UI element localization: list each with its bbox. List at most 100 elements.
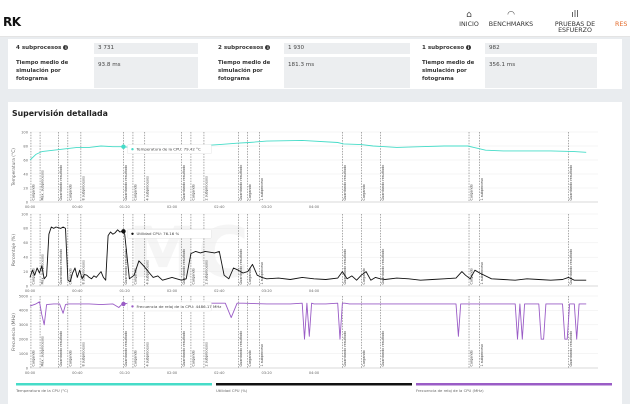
event-marker-label: Cargando xyxy=(133,268,137,284)
event-marker-label: 2 subprocesos xyxy=(204,342,208,367)
legend: Temperatura de la CPU (°C) Utilidad CPU (… xyxy=(15,383,612,393)
bar-chart-icon: ıll xyxy=(571,10,579,20)
x-tick-label: 02:40 xyxy=(214,371,225,375)
event-marker-label: Guardando resultado xyxy=(381,165,385,201)
event-marker-label: Guardando resultado xyxy=(59,165,63,201)
score-value: 982 xyxy=(485,43,597,54)
y-tick-label: 80 xyxy=(23,227,28,231)
event-marker-label: Cargando xyxy=(362,268,366,284)
time-value: 356.1 ms xyxy=(485,57,597,88)
x-tick-label: 01:20 xyxy=(119,205,130,209)
nav-pruebas-de-esfuerzo[interactable]: ıll PRUEBAS DE ESFUERZO xyxy=(538,11,612,35)
event-marker-label: 4 subprocesos xyxy=(145,176,149,201)
y-tick-label: 60 xyxy=(23,158,28,162)
event-marker-label: 8 subprocesos xyxy=(81,342,85,367)
y-tick-label: 100 xyxy=(21,130,29,134)
event-marker-label: Guardando resultado xyxy=(569,249,573,285)
legend-bar[interactable] xyxy=(216,383,412,386)
y-tick-label: 3000 xyxy=(19,323,29,327)
event-marker-label: 2 subprocesos xyxy=(204,176,208,201)
event-marker-label: Guardando resultado xyxy=(182,331,186,367)
y-tick-label: 1000 xyxy=(19,352,29,356)
event-marker-label: Cargando xyxy=(68,184,72,200)
event-marker-label: Cargando xyxy=(31,184,35,200)
event-marker-label: Guardando resultado xyxy=(239,331,243,367)
x-tick-label: 01:20 xyxy=(119,289,130,293)
y-tick-label: 5000 xyxy=(19,294,29,298)
info-icon[interactable]: i xyxy=(63,45,69,50)
y-tick-label: 20 xyxy=(23,270,28,274)
y-tick-label: 4000 xyxy=(19,309,29,313)
event-marker-label: Cargando xyxy=(470,350,474,366)
nav-inicio[interactable]: ⌂ INICIO xyxy=(455,11,483,28)
event-marker-label: Cargando xyxy=(31,350,35,366)
x-tick-label: 00:00 xyxy=(25,289,36,293)
x-tick-label: 03:20 xyxy=(261,205,272,209)
panel-title: Supervisión detallada xyxy=(12,109,108,118)
nav-resultados-label: RES xyxy=(615,21,628,28)
hover-point xyxy=(121,301,126,307)
info-icon[interactable]: i xyxy=(265,45,271,50)
tooltip-box xyxy=(127,229,212,239)
legend-label: Temperatura de la CPU (°C) xyxy=(15,388,69,393)
hover-point xyxy=(121,144,126,149)
chart-pane-3: 0 1000 2000 3000 4000 5000 Frecuencia (MHz) 00:… xyxy=(11,294,598,375)
event-marker-label: Guardando resultado xyxy=(182,249,186,285)
event-marker-label: 1 subproceso xyxy=(480,262,484,285)
event-marker-label: Guardando resultado xyxy=(343,249,347,285)
legend-label: Utilidad CPU (%) xyxy=(216,388,248,393)
y-tick-label: 40 xyxy=(23,172,28,176)
x-tick-label: 00:00 xyxy=(25,371,36,375)
event-marker-label: Guardando resultado xyxy=(381,331,385,367)
stat-label-text: 2 subprocesos xyxy=(218,45,264,51)
home-icon: ⌂ xyxy=(466,10,472,20)
event-marker-label: Máx. subprocesos xyxy=(41,336,45,367)
event-marker-label: Guardando resultado xyxy=(59,331,63,367)
stat-label-text: 1 subproceso xyxy=(422,45,465,51)
event-marker-label: Máx. subprocesos xyxy=(41,170,45,201)
event-marker-label: Guardando resultado xyxy=(59,249,63,285)
nav-benchmarks-label: BENCHMARKS xyxy=(488,21,534,28)
y-tick-label: 40 xyxy=(23,256,28,260)
event-marker-label: Cargando xyxy=(248,268,252,284)
y-tick-label: 2000 xyxy=(19,338,29,342)
detailed-monitoring-panel: Supervisión detallada MC020406080100Temp… xyxy=(8,102,622,404)
event-marker-label: Cargando xyxy=(191,350,195,366)
time-value: 93.8 ms xyxy=(94,57,198,88)
event-marker-label: 8 subprocesos xyxy=(81,260,85,285)
nav-benchmarks[interactable]: ◠ BENCHMARKS xyxy=(487,11,535,28)
series-line xyxy=(29,226,587,283)
event-marker-label: Guardando resultado xyxy=(124,331,128,367)
info-icon[interactable]: i xyxy=(466,45,472,50)
tooltip-swatch xyxy=(131,232,134,235)
time-label: Tiempo medio de simulación por fotograma xyxy=(16,60,69,82)
stat-label: 1 subproceso i xyxy=(422,45,472,51)
stat-label: 2 subprocesos i xyxy=(218,45,271,51)
chart-pane-2: 0 20 40 60 80 100 Porcentaje (%) 00:00 00:40 01:2… xyxy=(11,212,598,293)
x-tick-label: 00:40 xyxy=(72,371,83,375)
event-marker-label: Cargando xyxy=(248,350,252,366)
event-marker-label: 1 subproceso xyxy=(480,344,484,367)
event-marker-label: Cargando xyxy=(470,184,474,200)
event-marker-label: Cargando xyxy=(68,268,72,284)
tooltip-box xyxy=(127,301,212,312)
legend-bar[interactable] xyxy=(416,383,612,386)
monitoring-charts[interactable]: MC020406080100Temperatura (°C)00:0000:40… xyxy=(8,102,622,404)
tooltip-swatch xyxy=(131,305,134,308)
x-tick-label: 03:20 xyxy=(261,289,272,293)
x-tick-label: 02:00 xyxy=(167,289,178,293)
event-marker-label: Cargando xyxy=(31,268,35,284)
x-tick-label: 02:00 xyxy=(167,371,178,375)
tooltip-box xyxy=(127,144,212,154)
event-marker-label: 4 subprocesos xyxy=(145,342,149,367)
nav-resultados[interactable]: RES xyxy=(615,11,630,28)
y-axis-title: Temperatura (°C) xyxy=(11,148,17,187)
x-tick-label: 04:00 xyxy=(309,289,320,293)
legend-bar[interactable] xyxy=(16,383,212,386)
time-value: 181.3 ms xyxy=(284,57,410,88)
brand-logo[interactable]: RK xyxy=(3,15,21,29)
event-marker-label: Cargando xyxy=(191,268,195,284)
legend-label: Frecuencia de reloj de la CPU (MHz) xyxy=(416,388,484,393)
chart-pane-1: 0 20 40 60 80 100 Temperatura (°C) 00:00 00:40 01… xyxy=(11,130,598,209)
y-tick-label: 60 xyxy=(23,241,28,245)
